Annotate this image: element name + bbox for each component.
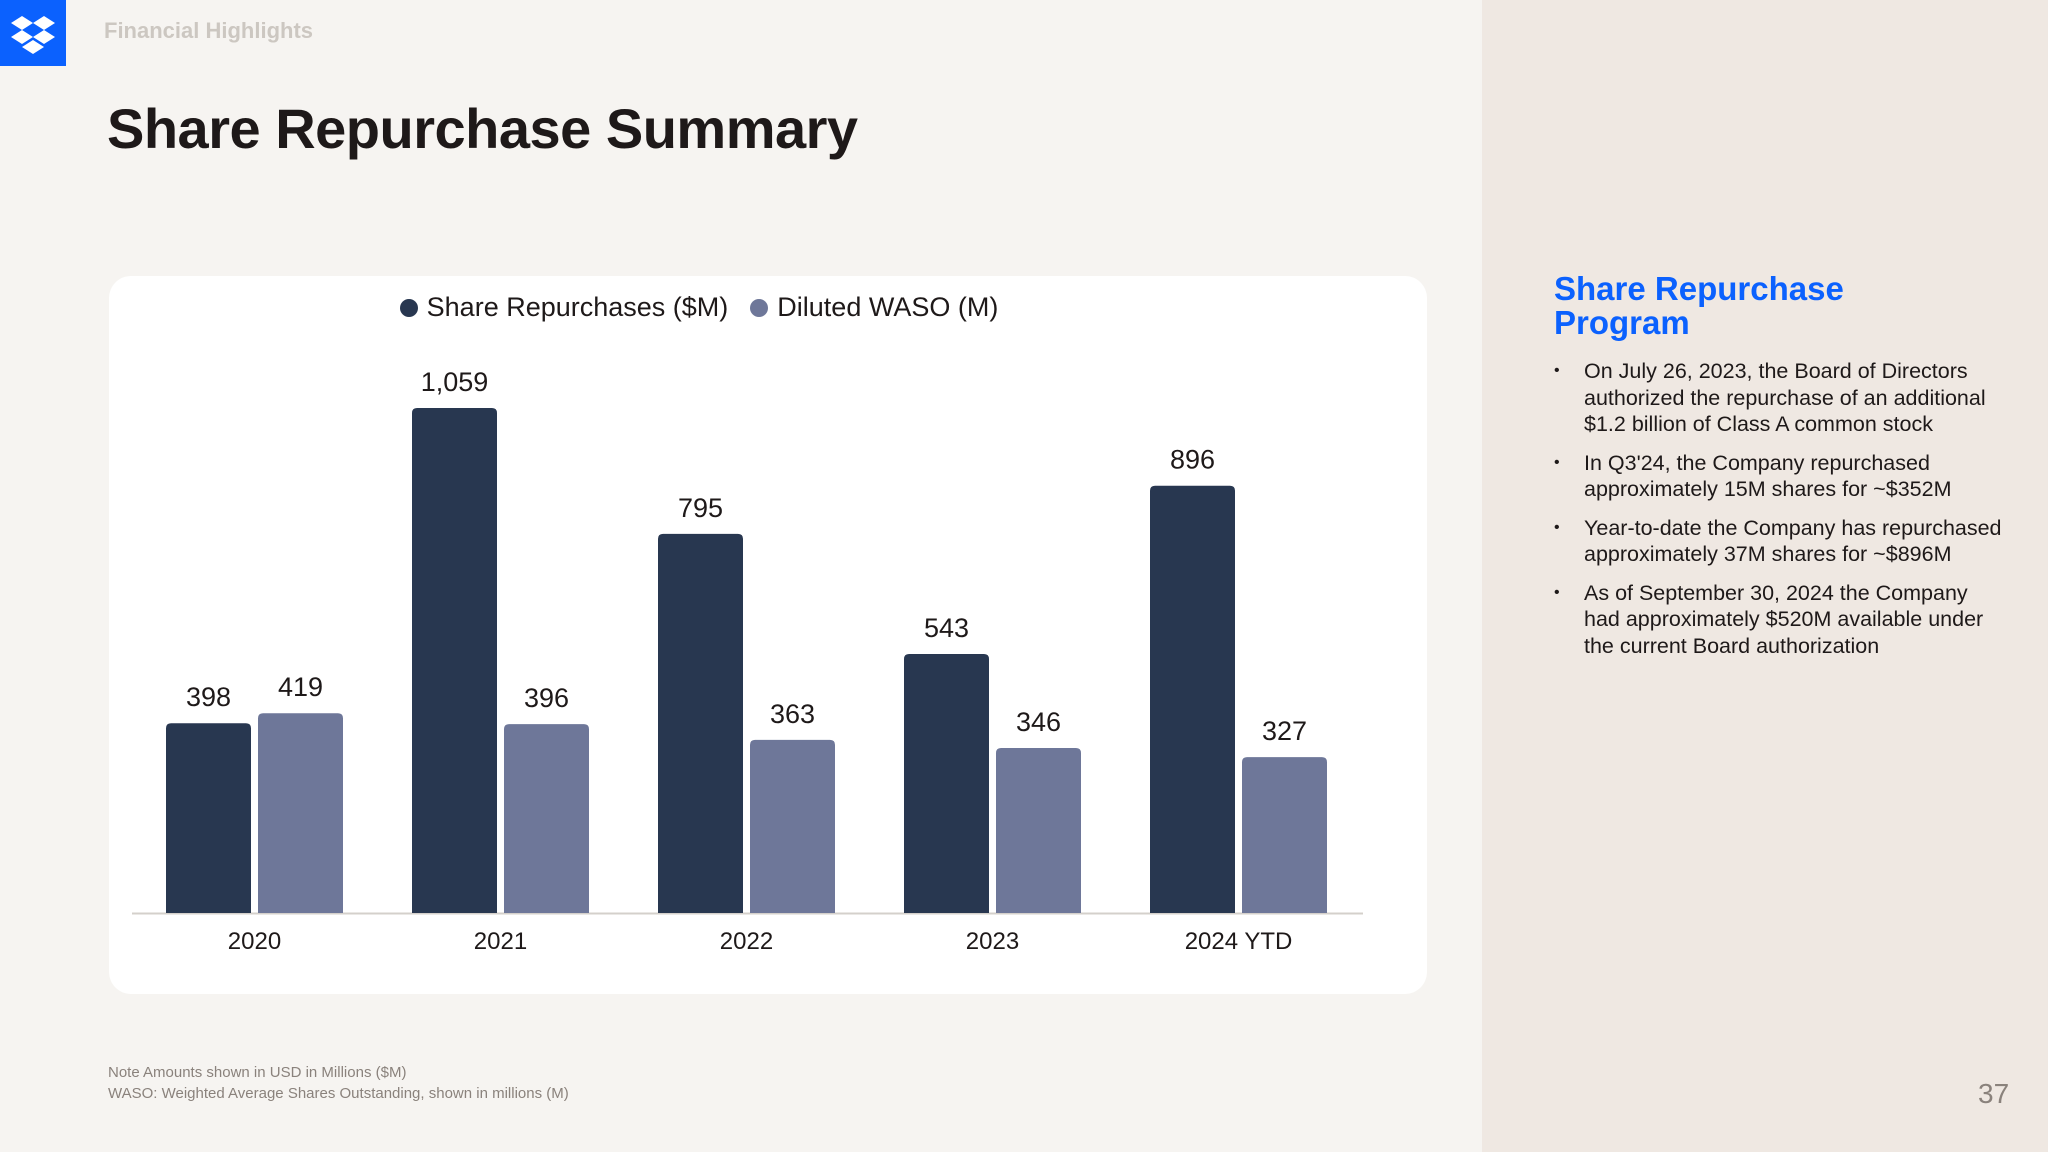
data-label-share-repurchases-0: 398 [186, 682, 231, 712]
chart-legend: Share Repurchases ($M) Diluted WASO (M) [109, 292, 1289, 323]
bar-diluted-waso-4 [1242, 757, 1327, 913]
bar-share-repurchases-2 [658, 533, 743, 913]
footnote-waso: WASO: Weighted Average Shares Outstandin… [108, 1085, 569, 1102]
legend-dot-diluted-waso [750, 298, 769, 317]
footnote-amounts: Note Amounts shown in USD in Millions ($… [108, 1064, 407, 1081]
legend-dot-share-repurchases [399, 298, 418, 317]
x-tick-label-2: 2022 [720, 928, 773, 955]
legend-label-share-repurchases: Share Repurchases ($M) [426, 292, 729, 322]
bar-diluted-waso-1 [504, 724, 589, 913]
data-label-diluted-waso-2: 363 [770, 699, 815, 729]
x-tick-label-1: 2021 [474, 928, 527, 955]
sidebar-bullet: Year-to-date the Company has repurchased… [1552, 515, 2008, 568]
dropbox-logo-icon [0, 0, 66, 66]
bar-diluted-waso-0 [258, 713, 343, 913]
data-label-share-repurchases-1: 1,059 [421, 367, 489, 397]
sidebar-panel [1482, 0, 2048, 1152]
footnotes: Note Amounts shown in USD in Millions ($… [108, 1062, 569, 1104]
page-number: 37 [1978, 1078, 2010, 1109]
bar-share-repurchases-4 [1150, 485, 1235, 913]
data-label-share-repurchases-2: 795 [678, 493, 723, 523]
x-tick-label-3: 2023 [966, 928, 1019, 955]
sidebar-bullet: As of September 30, 2024 the Company had… [1552, 580, 2008, 660]
bar-diluted-waso-3 [996, 748, 1081, 913]
legend-label-diluted-waso: Diluted WASO (M) [777, 292, 999, 322]
bar-diluted-waso-2 [750, 739, 835, 913]
data-label-diluted-waso-1: 396 [524, 683, 569, 713]
page-title: Share Repurchase Summary [107, 97, 858, 160]
data-label-share-repurchases-4: 896 [1170, 445, 1215, 475]
sidebar-title: Share Repurchase Program [1554, 270, 1844, 341]
legend-item-diluted-waso: Diluted WASO (M) [750, 292, 998, 323]
data-label-share-repurchases-3: 543 [924, 613, 969, 643]
x-tick-label-4: 2024 YTD [1185, 928, 1293, 955]
section-label: Financial Highlights [104, 18, 314, 43]
sidebar-bullet-list: On July 26, 2023, the Board of Directors… [1552, 358, 2008, 671]
x-tick-label-0: 2020 [228, 928, 281, 955]
bar-share-repurchases-0 [166, 723, 251, 913]
legend-item-share-repurchases: Share Repurchases ($M) [399, 292, 729, 323]
data-label-diluted-waso-0: 419 [278, 672, 323, 702]
sidebar-bullet: On July 26, 2023, the Board of Directors… [1552, 358, 2008, 438]
chart-card: Share Repurchases ($M) Diluted WASO (M) … [109, 276, 1427, 994]
data-label-diluted-waso-3: 346 [1016, 707, 1061, 737]
sidebar-bullet: In Q3'24, the Company repurchased approx… [1552, 450, 2008, 503]
bar-chart: 398 419 2020 1,059 396 2021 795 363 2022 543 346 20… [132, 367, 1363, 955]
bar-share-repurchases-3 [904, 654, 989, 913]
bar-share-repurchases-1 [412, 408, 497, 913]
data-label-diluted-waso-4: 327 [1262, 716, 1307, 746]
